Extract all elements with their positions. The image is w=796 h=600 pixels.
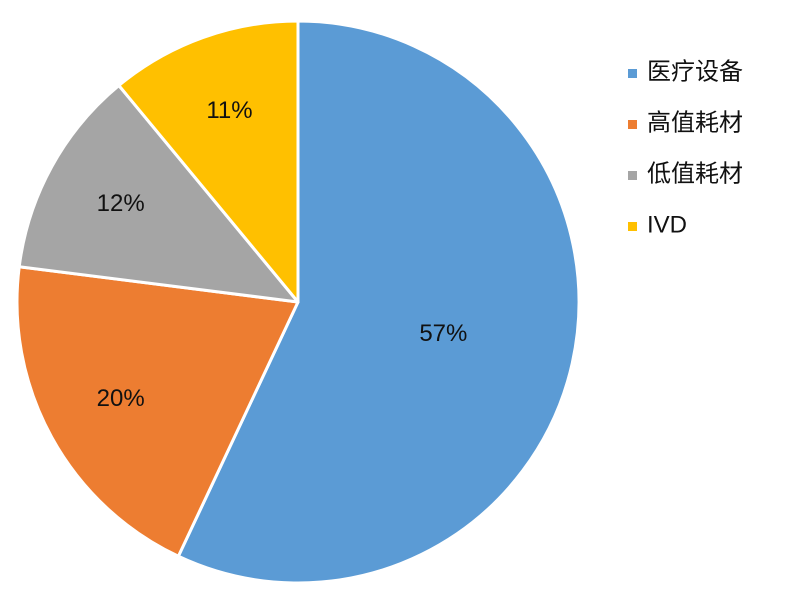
legend-swatch bbox=[628, 69, 637, 78]
legend-label: 低值耗材 bbox=[647, 160, 743, 187]
pie-slice bbox=[17, 83, 300, 304]
data-label: 11% bbox=[206, 97, 252, 124]
legend-label: IVD bbox=[647, 211, 687, 238]
data-label: 12% bbox=[97, 190, 145, 217]
data-label: 57% bbox=[419, 320, 467, 347]
pie-slice bbox=[15, 265, 300, 558]
pie-slice bbox=[176, 19, 581, 585]
legend-swatch bbox=[628, 171, 637, 180]
legend-swatch bbox=[628, 120, 637, 129]
legend-label: 医疗设备 bbox=[647, 58, 743, 85]
data-label: 20% bbox=[97, 385, 145, 412]
legend-label: 高值耗材 bbox=[647, 109, 743, 136]
pie-slice bbox=[117, 19, 300, 304]
legend-swatch bbox=[628, 222, 637, 231]
